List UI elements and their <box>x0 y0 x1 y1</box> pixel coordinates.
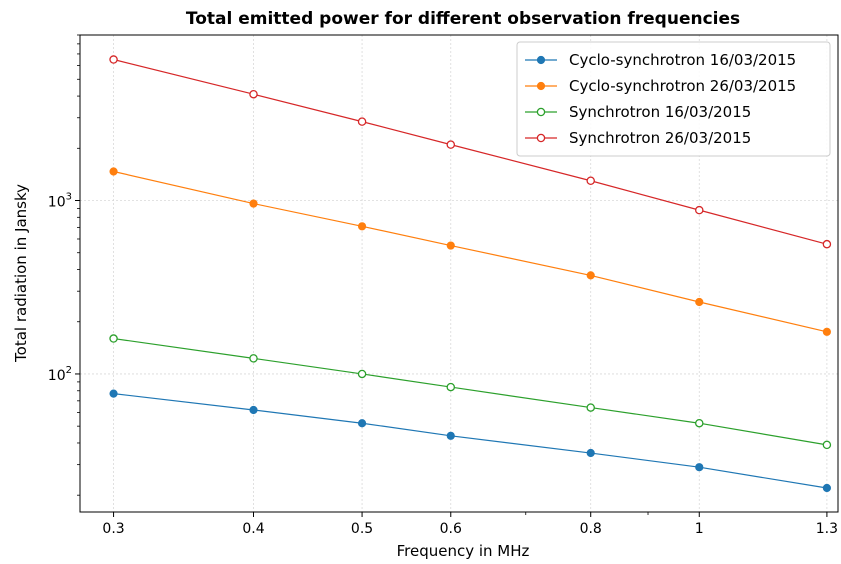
x-tick-label: 0.3 <box>102 521 124 537</box>
legend-item: Cyclo-synchrotron 16/03/2015 <box>525 51 796 69</box>
data-point <box>586 448 595 458</box>
legend-label: Cyclo-synchrotron 26/03/2015 <box>569 77 796 95</box>
data-point <box>695 297 704 307</box>
x-tick-label: 0.4 <box>242 521 264 537</box>
series-line <box>113 337 828 446</box>
data-point <box>249 89 258 99</box>
legend-label: Cyclo-synchrotron 16/03/2015 <box>569 51 796 69</box>
series-line <box>113 170 828 333</box>
legend-item: Cyclo-synchrotron 26/03/2015 <box>525 77 796 95</box>
data-point <box>446 431 455 440</box>
x-tick-label: 0.8 <box>580 521 602 537</box>
data-point <box>249 354 258 363</box>
series-3 <box>109 55 832 249</box>
data-point <box>822 440 832 450</box>
data-point <box>695 205 704 215</box>
data-point <box>357 222 367 231</box>
data-point <box>695 418 704 428</box>
legend-marker <box>536 55 546 65</box>
data-point <box>586 403 595 412</box>
x-tick-label: 1.3 <box>816 521 838 537</box>
data-point <box>446 241 455 250</box>
legend-label: Synchrotron 26/03/2015 <box>569 129 751 147</box>
data-point <box>822 239 832 249</box>
data-point <box>357 369 367 379</box>
y-axis-label: Total radiation in Jansky <box>12 184 30 363</box>
x-tick-label: 0.5 <box>351 521 373 537</box>
data-point <box>109 55 118 64</box>
x-tick-label: 1 <box>695 521 704 537</box>
series-1 <box>109 167 832 336</box>
axes: 0.3 0.4 0.5 0.6 0.8 1 1.3 102 103 <box>48 34 839 537</box>
legend-box <box>516 41 831 157</box>
legend-label: Synchrotron 16/03/2015 <box>569 103 751 121</box>
legend-marker <box>536 81 546 91</box>
data-point <box>822 327 832 336</box>
data-point <box>109 334 118 343</box>
data-point <box>357 117 367 126</box>
legend-marker <box>536 133 546 143</box>
data-point <box>695 463 704 472</box>
series-line <box>113 393 827 489</box>
legend-item: Synchrotron 16/03/2015 <box>525 103 751 121</box>
data-point <box>586 271 595 280</box>
x-axis-label: Frequency in MHz <box>397 542 530 560</box>
y-tick-label: 102 <box>48 365 72 384</box>
data-point <box>586 176 595 185</box>
x-tick-label: 0.6 <box>440 521 462 537</box>
data-point <box>357 419 367 428</box>
series-2 <box>109 334 832 450</box>
data-point <box>109 167 118 176</box>
series-layer <box>109 55 832 493</box>
data-point <box>109 389 118 398</box>
data-point <box>446 382 456 392</box>
chart-title: Total emitted power for different observ… <box>186 9 740 29</box>
data-point <box>822 483 832 493</box>
y-tick-label: 103 <box>48 192 72 211</box>
data-point <box>249 405 258 415</box>
legend-marker <box>536 107 546 117</box>
legend: Cyclo-synchrotron 16/03/2015 Cyclo-synchr… <box>516 41 831 157</box>
data-point <box>249 199 258 208</box>
legend-item: Synchrotron 26/03/2015 <box>525 129 751 147</box>
series-0 <box>109 389 832 493</box>
plot-frame <box>79 34 839 513</box>
data-point <box>446 140 456 149</box>
